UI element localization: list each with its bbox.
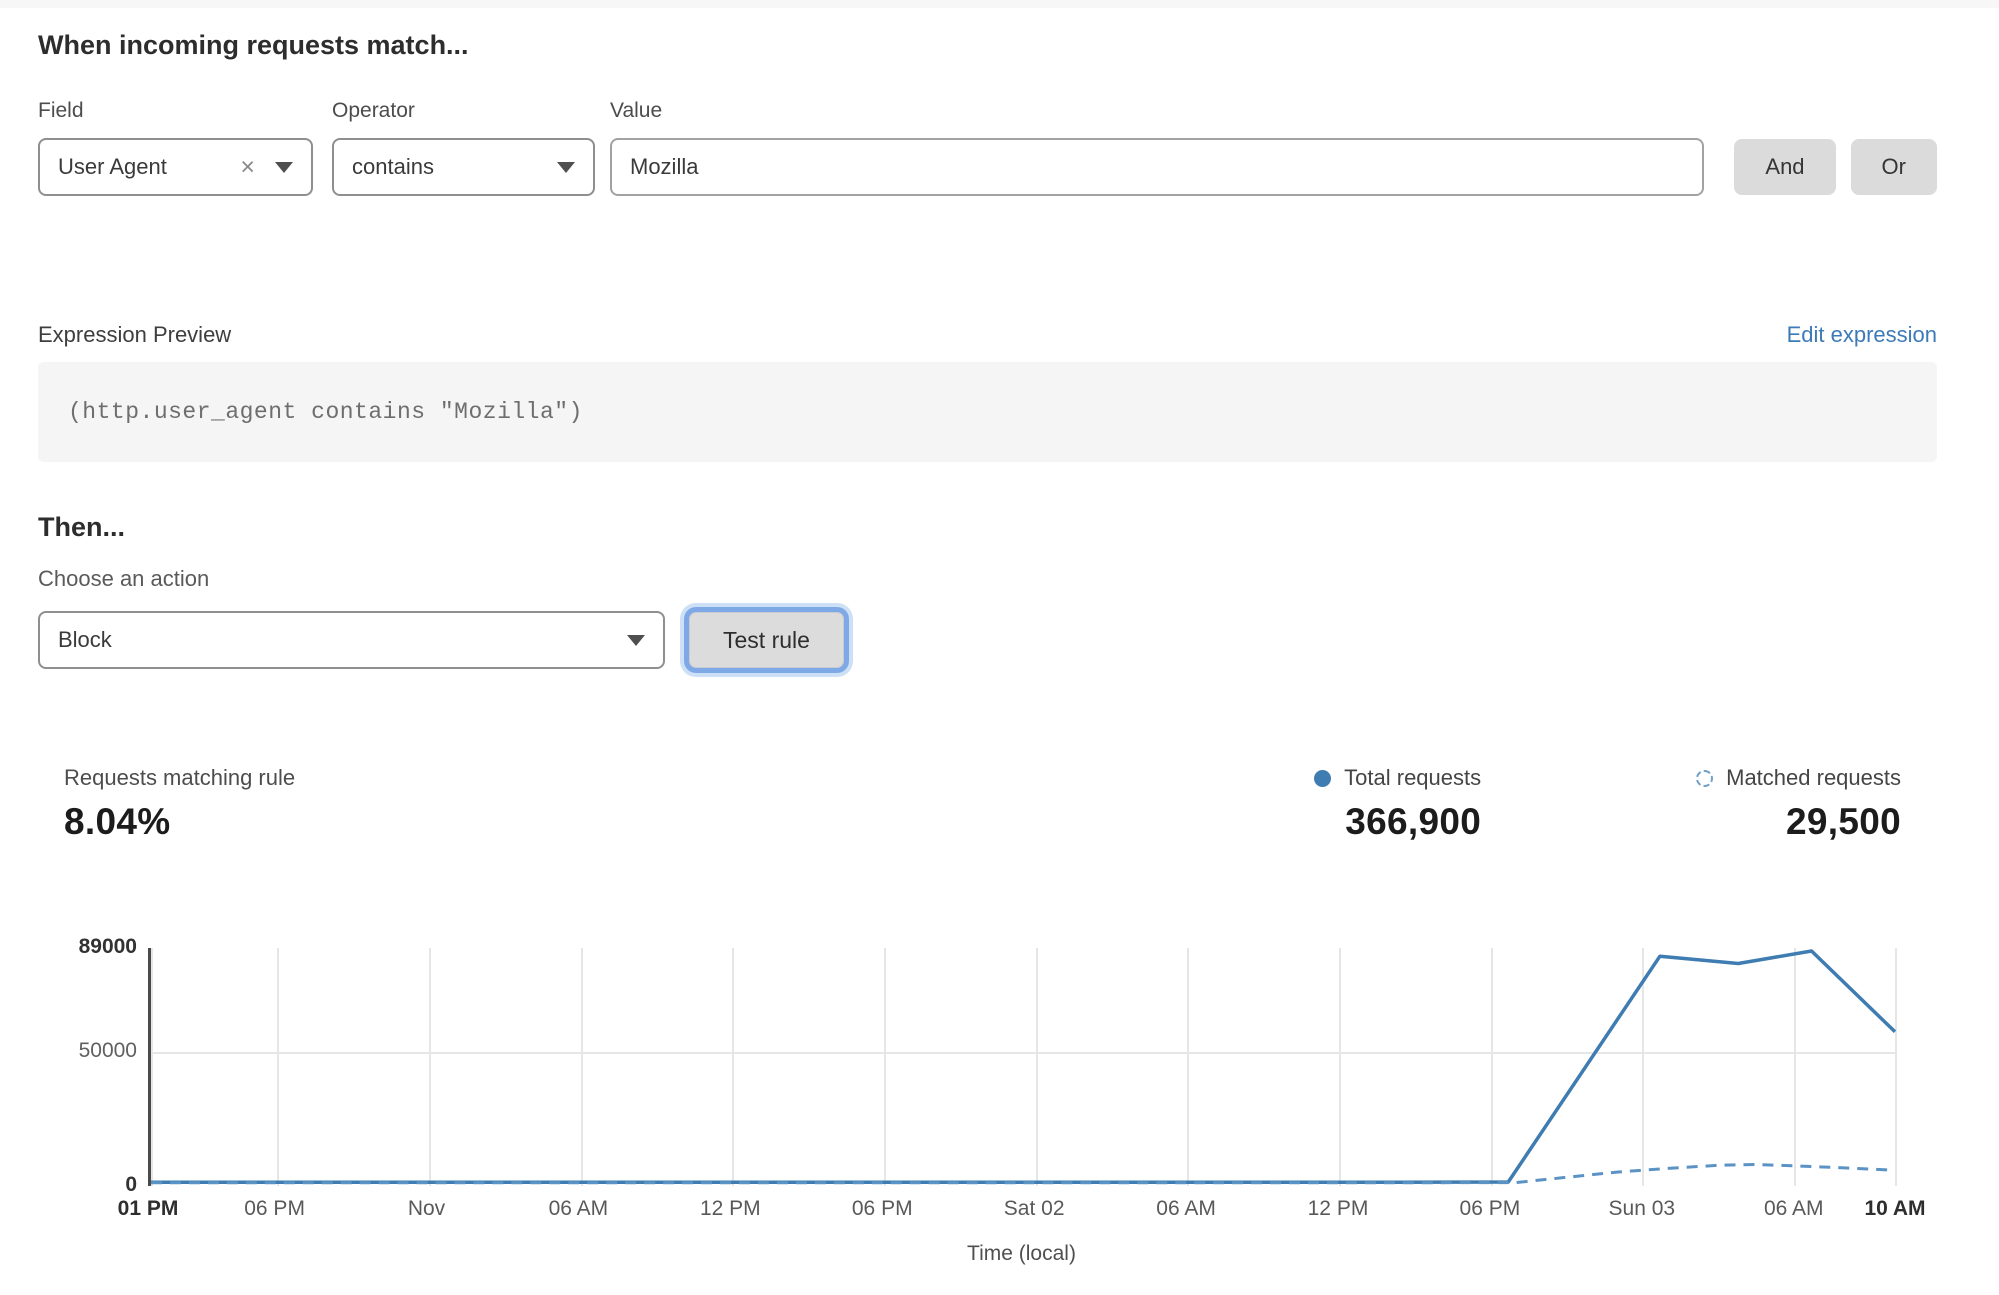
- x-gridline: [1642, 948, 1645, 1186]
- stat-requests-matching: Requests matching rule 8.04%: [64, 765, 295, 843]
- operator-group: Operator contains: [332, 99, 595, 196]
- field-select[interactable]: User Agent ×: [38, 138, 313, 196]
- x-gridline: [1035, 948, 1038, 1186]
- x-gridline: [151, 948, 153, 1186]
- y-axis-tick-label: 50000: [78, 1039, 137, 1063]
- x-axis-tick-label: 06 PM: [1459, 1197, 1521, 1220]
- requests-matching-label: Requests matching rule: [64, 765, 296, 790]
- matched-requests-legend: Matched requests: [1696, 765, 1901, 791]
- filled-circle-legend-icon: [1314, 769, 1332, 787]
- x-axis-tick-label: Nov: [407, 1197, 446, 1220]
- field-select-value: User Agent: [58, 154, 167, 179]
- x-axis-tick-label: 06 AM: [548, 1197, 609, 1220]
- x-gridline: [1490, 948, 1493, 1186]
- x-axis-tick-label: 12 PM: [1307, 1197, 1369, 1220]
- x-gridline: [1793, 948, 1796, 1186]
- x-gridline: [883, 948, 886, 1186]
- field-group: Field User Agent ×: [38, 99, 313, 196]
- chart-plot-area: 89000 50000 0: [79, 935, 1897, 1196]
- chevron-down-icon: [557, 161, 575, 173]
- x-gridline: [1187, 948, 1190, 1186]
- total-requests-value: 366,900: [1345, 801, 1482, 842]
- value-input[interactable]: [610, 138, 1705, 196]
- expression-code-block: (http.user_agent contains "Mozilla"): [38, 362, 1937, 462]
- chart-x-axis-title: Time (local): [967, 1242, 1076, 1265]
- x-gridline: [1338, 948, 1341, 1186]
- stat-matched-requests: Matched requests 29,500: [1696, 765, 1901, 843]
- operator-select-value: contains: [352, 154, 434, 179]
- match-condition-row: Field User Agent × Operator contains Val…: [38, 99, 1937, 196]
- x-gridline: [429, 948, 432, 1186]
- x-gridline: [277, 948, 280, 1186]
- x-axis-tick-label: Sun 03: [1608, 1197, 1676, 1220]
- action-select[interactable]: Block: [38, 611, 665, 669]
- matched-requests-label: Matched requests: [1726, 765, 1901, 790]
- action-row: Block Test rule: [38, 611, 1937, 669]
- expression-header: Expression Preview Edit expression: [38, 322, 1937, 348]
- series-line-total-requests: [151, 949, 1897, 1185]
- chevron-down-icon: [275, 161, 293, 173]
- x-axis-tick-label: 01 PM: [117, 1197, 179, 1220]
- then-section-title: Then...: [38, 512, 125, 542]
- x-gridline: [1895, 948, 1897, 1186]
- action-select-value: Block: [58, 627, 112, 652]
- x-axis-tick-label: 10 AM: [1864, 1197, 1926, 1220]
- value-label: Value: [610, 99, 663, 122]
- requests-matching-value: 8.04%: [64, 801, 171, 842]
- operator-select[interactable]: contains: [332, 138, 595, 196]
- y-gridline: [151, 1052, 1895, 1055]
- x-axis-tick-label: 06 AM: [1156, 1197, 1216, 1220]
- matched-requests-value: 29,500: [1786, 801, 1901, 842]
- chart-canvas: [151, 949, 1897, 1185]
- edit-expression-link[interactable]: Edit expression: [1786, 322, 1937, 347]
- dashed-circle-legend-icon: [1696, 769, 1714, 787]
- condition-join-buttons: And Or: [1734, 139, 1937, 195]
- x-gridline: [732, 948, 735, 1186]
- choose-action-label: Choose an action: [38, 566, 210, 591]
- chevron-down-icon: [627, 634, 645, 646]
- y-axis-tick-label: 0: [125, 1173, 137, 1196]
- stats-row: Requests matching rule 8.04% Total reque…: [38, 765, 1937, 843]
- y-axis-tick-label: 89000: [78, 935, 137, 958]
- expression-code: (http.user_agent contains "Mozilla"): [68, 399, 583, 425]
- x-axis-tick-label: 06 AM: [1763, 1197, 1824, 1220]
- total-requests-legend: Total requests: [1314, 765, 1481, 791]
- x-axis-tick-label: Sat 02: [1003, 1197, 1065, 1220]
- expression-preview-label: Expression Preview: [38, 322, 232, 347]
- field-label: Field: [38, 99, 84, 122]
- x-axis-tick-label: 06 PM: [851, 1197, 913, 1220]
- top-strip: [0, 0, 1999, 8]
- and-button[interactable]: And: [1734, 139, 1836, 195]
- match-section-title: When incoming requests match...: [38, 30, 469, 60]
- content: When incoming requests match... Field Us…: [0, 8, 1999, 1266]
- x-axis-tick-label: 12 PM: [699, 1197, 761, 1220]
- operator-label: Operator: [332, 99, 415, 122]
- clear-field-icon[interactable]: ×: [240, 152, 255, 181]
- stat-total-requests: Total requests 366,900: [1314, 765, 1481, 843]
- value-group: Value: [610, 99, 1705, 196]
- test-rule-button[interactable]: Test rule: [689, 612, 844, 668]
- x-axis-tick-label: 06 PM: [244, 1197, 305, 1220]
- chart-x-labels: 01 PM 06 PM Nov 06 AM 12 PM 06 PM Sat 02 06 AM 1…: [118, 1197, 1926, 1227]
- requests-chart: 89000 50000 0 01 PM 06 PM Nov 06 AM 12 PM 06 PM…: [38, 935, 1937, 1266]
- or-button[interactable]: Or: [1850, 139, 1937, 195]
- series-line-matched-requests: [151, 1163, 1896, 1185]
- total-requests-label: Total requests: [1344, 765, 1482, 790]
- x-gridline: [580, 948, 583, 1186]
